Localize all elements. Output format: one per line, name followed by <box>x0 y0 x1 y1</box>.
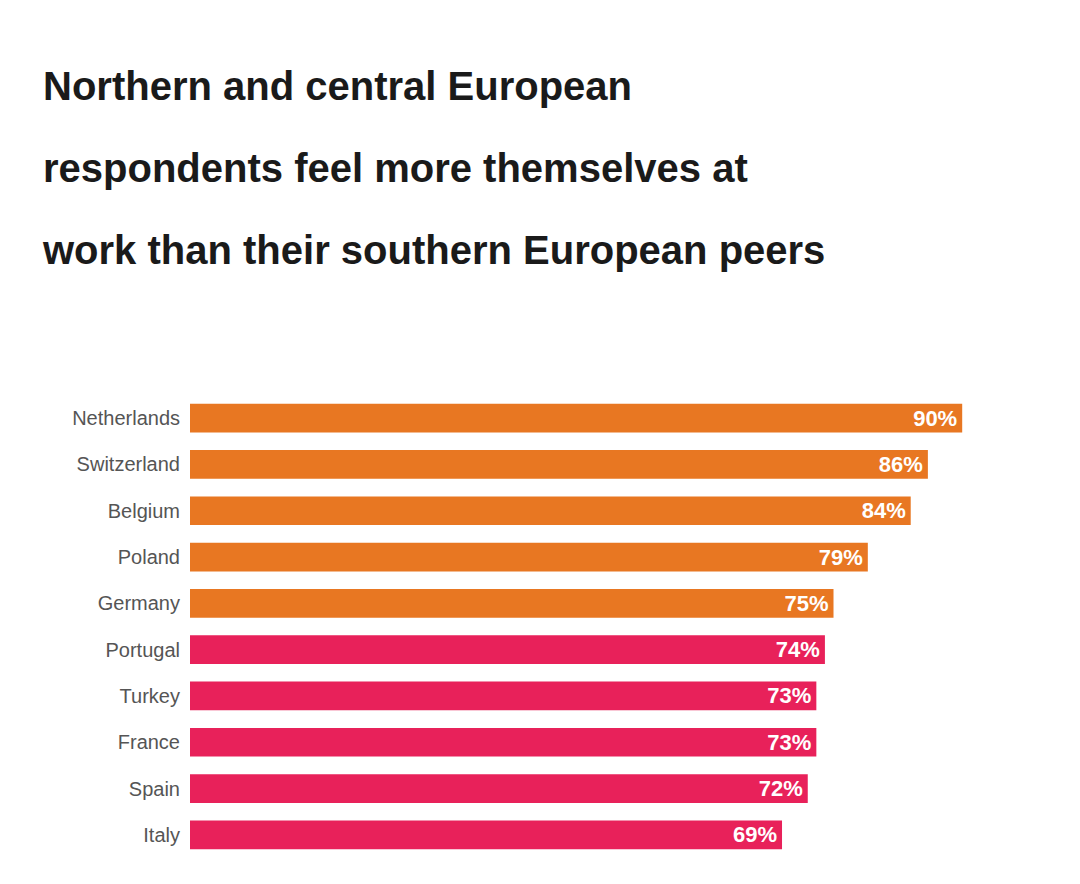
svg-text:69%: 69% <box>733 822 777 847</box>
svg-text:84%: 84% <box>862 498 906 523</box>
svg-text:79%: 79% <box>819 545 863 570</box>
svg-text:respondents feel more themselv: respondents feel more themselves at <box>43 146 748 190</box>
svg-text:72%: 72% <box>759 776 803 801</box>
svg-text:75%: 75% <box>784 591 828 616</box>
svg-text:Spain: Spain <box>129 778 180 800</box>
svg-text:Switzerland: Switzerland <box>77 453 180 475</box>
svg-text:work than their southern Europ: work than their southern European peers <box>42 228 825 272</box>
svg-text:France: France <box>118 731 180 753</box>
svg-text:Belgium: Belgium <box>108 500 180 522</box>
svg-text:86%: 86% <box>879 452 923 477</box>
svg-text:Northern and central European: Northern and central European <box>43 64 632 108</box>
svg-text:73%: 73% <box>767 683 811 708</box>
svg-text:Germany: Germany <box>98 592 180 614</box>
svg-text:Poland: Poland <box>118 546 180 568</box>
svg-text:74%: 74% <box>776 637 820 662</box>
svg-text:Italy: Italy <box>143 824 180 846</box>
svg-text:Netherlands: Netherlands <box>72 407 180 429</box>
svg-text:73%: 73% <box>767 730 811 755</box>
svg-text:Portugal: Portugal <box>106 639 181 661</box>
svg-text:90%: 90% <box>913 406 957 431</box>
svg-text:Turkey: Turkey <box>120 685 180 707</box>
